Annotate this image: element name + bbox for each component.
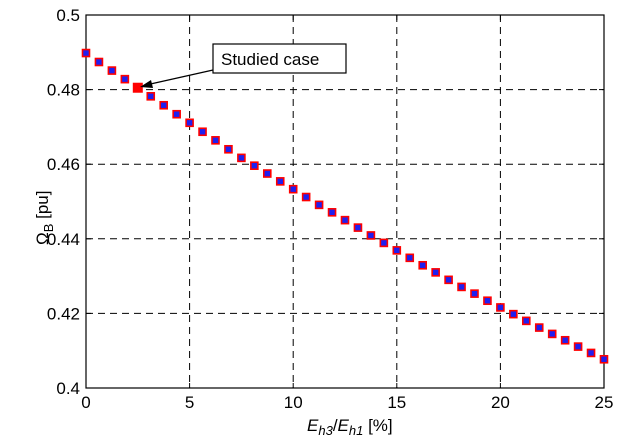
data-point <box>237 153 246 163</box>
data-point <box>470 289 479 298</box>
data-point <box>107 66 117 75</box>
data-point <box>509 309 518 319</box>
x-tick-label: 20 <box>491 393 510 412</box>
x-axis-label: Eh3/Eh1 [%] <box>307 416 393 438</box>
data-point <box>94 57 104 67</box>
studied-case-point <box>132 82 143 93</box>
y-tick-label: 0.48 <box>47 81 80 100</box>
annotation-arrowhead <box>140 80 153 88</box>
annotation: Studied case <box>140 43 347 88</box>
data-point <box>198 127 207 137</box>
x-tick-label: 5 <box>185 393 194 412</box>
x-tick-label: 0 <box>81 393 90 412</box>
x-label-sub2: h1 <box>349 423 363 438</box>
y-tick-label: 0.46 <box>47 155 80 174</box>
data-point <box>120 74 130 84</box>
data-point <box>262 169 272 178</box>
data-point <box>185 118 194 128</box>
data-point <box>224 144 233 154</box>
data-point <box>560 335 570 345</box>
y-tick-label: 0.5 <box>56 6 80 25</box>
y-label-base: Ω <box>33 232 52 245</box>
y-label-sub: B <box>41 224 56 233</box>
data-point <box>586 348 596 358</box>
x-tick-label: 15 <box>387 393 406 412</box>
data-point <box>301 192 311 202</box>
x-tick-label: 10 <box>284 393 303 412</box>
data-point <box>379 238 389 248</box>
data-point <box>211 136 220 145</box>
data-point <box>146 92 156 101</box>
data-point <box>353 223 363 232</box>
data-point <box>81 48 91 58</box>
data-point <box>431 268 440 277</box>
data-points <box>81 48 609 364</box>
x-label-unit: [%] <box>363 416 392 435</box>
data-point <box>340 215 350 225</box>
y-label-unit: [pu] <box>33 191 52 224</box>
x-label-sub1: h3 <box>318 423 333 438</box>
data-point <box>314 200 324 210</box>
data-point <box>547 329 557 339</box>
y-tick-label: 0.44 <box>47 230 80 249</box>
data-point <box>483 296 492 306</box>
annotation-arrow <box>145 67 223 86</box>
y-tick-label: 0.42 <box>47 304 80 323</box>
grid-lines <box>86 15 604 388</box>
x-label-base: E <box>307 416 319 435</box>
data-point <box>275 177 285 186</box>
x-tick-label: 25 <box>595 393 614 412</box>
data-point <box>521 316 531 326</box>
annotation-box <box>212 43 347 74</box>
data-point <box>599 354 609 364</box>
data-point <box>418 260 428 270</box>
data-point <box>457 282 466 292</box>
data-point <box>172 109 181 119</box>
data-point <box>250 161 259 170</box>
data-point <box>534 323 544 332</box>
data-point <box>444 275 453 285</box>
tick-labels: 0 5 10 15 20 25 0.4 0.42 0.44 0.46 0.48 0.5 <box>47 6 614 412</box>
data-point <box>366 231 376 240</box>
data-point <box>159 100 168 110</box>
data-point <box>573 342 583 351</box>
data-point <box>405 253 415 263</box>
data-point <box>392 246 402 255</box>
x-label-base2: E <box>338 416 350 435</box>
plot-frame <box>85 14 605 389</box>
data-point <box>327 208 337 217</box>
data-point <box>288 184 298 194</box>
annotation-label: Studied case <box>221 50 319 69</box>
y-axis-label: ΩB [pu] <box>33 191 56 245</box>
data-point <box>496 303 505 312</box>
x-label-slash: / <box>333 416 338 435</box>
y-tick-label: 0.4 <box>56 379 80 398</box>
